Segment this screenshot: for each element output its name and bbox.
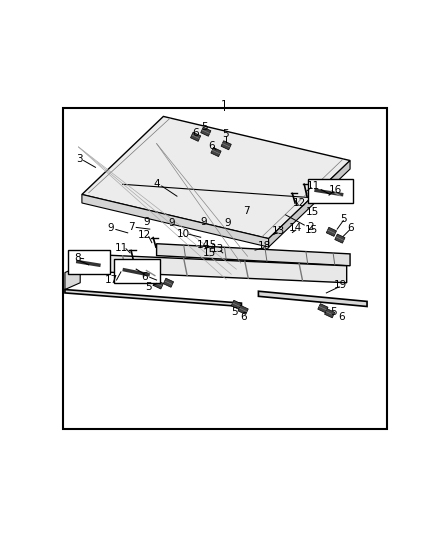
- Text: 17: 17: [105, 275, 118, 285]
- Text: 6: 6: [208, 141, 215, 151]
- Polygon shape: [65, 289, 241, 306]
- Polygon shape: [258, 291, 367, 306]
- Bar: [231, 300, 241, 309]
- Bar: [153, 280, 163, 289]
- Text: 15: 15: [204, 240, 218, 250]
- Bar: [326, 227, 336, 237]
- Text: 11: 11: [307, 181, 320, 191]
- Bar: [191, 132, 201, 141]
- Text: 13: 13: [211, 245, 224, 254]
- Text: 1: 1: [221, 100, 228, 110]
- Text: 6: 6: [141, 272, 148, 281]
- Polygon shape: [65, 266, 80, 289]
- Text: 5: 5: [222, 129, 229, 139]
- Text: 18: 18: [258, 241, 271, 251]
- Polygon shape: [156, 244, 350, 266]
- Text: 9: 9: [169, 219, 175, 228]
- Text: 9: 9: [107, 223, 114, 233]
- Polygon shape: [82, 195, 268, 247]
- Text: 9: 9: [143, 216, 150, 227]
- Bar: [318, 304, 328, 313]
- Text: 5: 5: [145, 282, 152, 292]
- Bar: [114, 259, 160, 282]
- Bar: [163, 278, 173, 287]
- Text: 2: 2: [308, 222, 314, 232]
- Bar: [307, 179, 353, 203]
- Text: 6: 6: [240, 312, 247, 322]
- Bar: [67, 251, 110, 274]
- Text: 12: 12: [138, 230, 152, 240]
- Text: 9: 9: [225, 219, 231, 228]
- Text: 15: 15: [202, 248, 216, 258]
- Bar: [325, 309, 335, 318]
- Text: 10: 10: [177, 229, 190, 239]
- Text: 15: 15: [304, 225, 318, 235]
- Text: 16: 16: [329, 185, 342, 196]
- Text: 5: 5: [201, 122, 208, 132]
- Text: 9: 9: [201, 216, 208, 227]
- Text: 12: 12: [293, 198, 306, 208]
- Text: 5: 5: [231, 306, 238, 317]
- Bar: [211, 148, 221, 157]
- Text: 14: 14: [289, 223, 302, 233]
- Polygon shape: [268, 160, 350, 247]
- Text: 7: 7: [243, 206, 250, 216]
- Text: 4: 4: [153, 179, 160, 189]
- Text: 6: 6: [338, 312, 345, 322]
- Bar: [221, 141, 231, 150]
- Text: 13: 13: [272, 226, 286, 236]
- Bar: [238, 305, 248, 314]
- Bar: [201, 127, 211, 136]
- Text: 15: 15: [306, 207, 319, 217]
- Text: 5: 5: [341, 214, 347, 224]
- Bar: [335, 234, 345, 243]
- Text: 7: 7: [128, 222, 134, 232]
- Text: 8: 8: [74, 253, 81, 263]
- Text: 11: 11: [114, 243, 127, 253]
- Text: 5: 5: [330, 306, 336, 317]
- Text: 3: 3: [76, 154, 82, 164]
- Text: 6: 6: [347, 223, 353, 233]
- Text: 6: 6: [192, 128, 199, 138]
- Text: 14: 14: [197, 240, 210, 250]
- Polygon shape: [82, 116, 350, 239]
- Polygon shape: [78, 254, 346, 282]
- Text: 19: 19: [334, 280, 347, 290]
